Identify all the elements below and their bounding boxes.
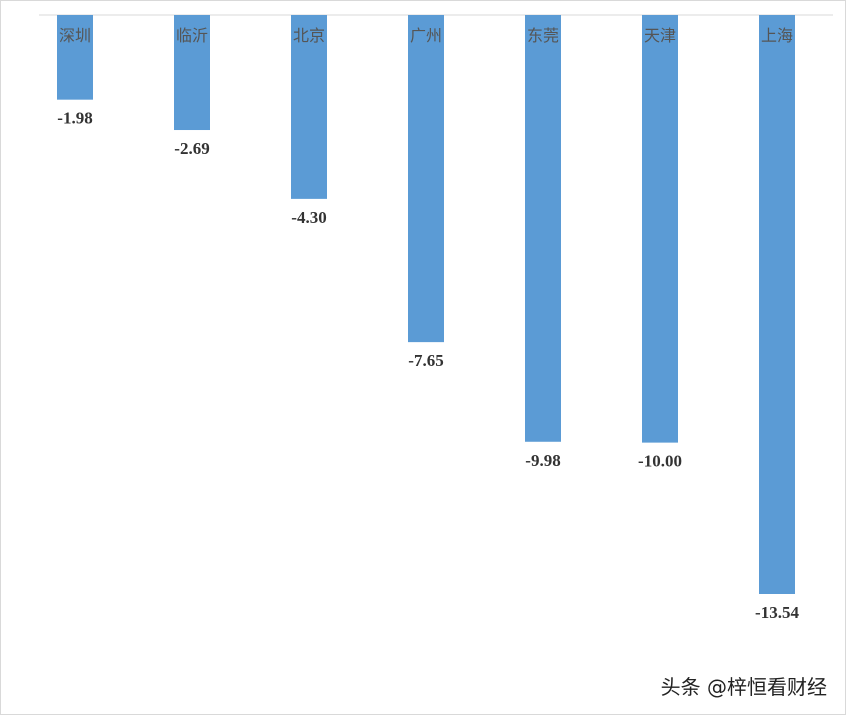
category-label-1: 临沂 bbox=[176, 26, 208, 45]
category-label-6: 上海 bbox=[761, 26, 793, 45]
value-labels-group: -1.98 -2.69 -4.30 -7.65 -9.98 -10.00 -13.54 bbox=[57, 109, 799, 622]
category-labels-group: 深圳 临沂 北京 广州 东莞 天津 上海 bbox=[59, 26, 793, 45]
bar-3 bbox=[408, 15, 444, 343]
bar-6 bbox=[759, 15, 795, 594]
watermark: 头条 @梓恒看财经 bbox=[660, 675, 827, 699]
category-label-3: 广州 bbox=[410, 26, 442, 45]
bar-5 bbox=[642, 15, 678, 443]
value-label-6: -13.54 bbox=[755, 603, 799, 622]
value-label-4: -9.98 bbox=[525, 451, 560, 470]
category-label-4: 东莞 bbox=[527, 26, 559, 45]
category-label-5: 天津 bbox=[644, 26, 676, 45]
bar-1 bbox=[174, 15, 210, 131]
bar-4 bbox=[525, 15, 561, 442]
bar-0 bbox=[57, 15, 93, 100]
category-label-2: 北京 bbox=[293, 26, 325, 45]
value-label-1: -2.69 bbox=[174, 139, 209, 158]
category-label-0: 深圳 bbox=[59, 26, 91, 45]
value-label-2: -4.30 bbox=[291, 208, 326, 227]
value-label-0: -1.98 bbox=[57, 109, 92, 128]
bar-2 bbox=[291, 15, 327, 199]
value-label-5: -10.00 bbox=[638, 452, 682, 471]
bars-group bbox=[57, 15, 795, 594]
value-label-3: -7.65 bbox=[408, 351, 443, 370]
